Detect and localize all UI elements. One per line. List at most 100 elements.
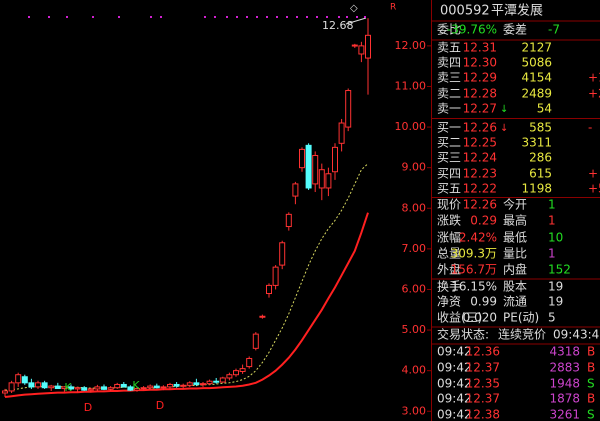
signal-dot [276,16,278,18]
candle-body [252,333,259,349]
stock-code: 000592 [440,4,490,19]
quote-cell: 量比 [503,247,527,261]
stock-name: 平潭发展 [491,3,543,19]
quote-cell: 156.7万 [451,263,497,277]
book-volume: 54 [537,102,552,116]
y-tick-label: 9.00 [402,161,427,174]
trade-side: S [587,377,595,391]
candle-body [81,387,88,391]
y-tick-label: 12.00 [395,39,427,52]
candle-body [338,122,345,144]
quote-cell: 309.3万 [451,247,497,261]
trade-side: B [587,361,595,375]
book-volume: 615 [529,167,552,181]
signal-dot [338,16,340,18]
candle-body [365,34,371,59]
quote-cell: 1 [548,247,556,261]
quote-cell: 0.99 [470,295,497,309]
quote-cell: 19 [548,295,563,309]
candle-body [305,144,312,189]
candle-body [279,242,286,266]
candle-body [114,383,121,389]
candle-body [21,376,28,384]
trade-time: 09:42 [437,361,472,375]
quote-cell: 1 [548,198,556,212]
candle-body [206,380,213,385]
quote-cell: 最低 [503,231,527,245]
book-change: - [588,121,592,135]
signal-annotation: D [156,399,164,412]
quote-cell: 12.26 [463,198,497,212]
quote-cell: 1 [548,214,556,228]
signal-dot [316,16,318,18]
signal-dot [118,16,120,18]
quote-cell: 股本 [503,280,527,294]
trade-time: 09:42 [437,345,472,359]
trade-price: 12.36 [466,345,500,359]
book-label: 买二 [437,136,461,150]
trade-volume: 1948 [549,377,580,391]
book-arrow: ↓ [500,123,508,134]
book-volume: 286 [529,151,552,165]
book-volume: 4154 [521,71,552,85]
quote-cell: 现价 [437,198,461,212]
candle-body [8,382,15,392]
candle-body [180,384,187,387]
signal-annotation: K [64,381,72,394]
quote-cell: 收益(三) [437,311,482,325]
candle-body [153,385,160,389]
status-label: 交易状态: [437,327,489,342]
quote-cell: 10 [548,231,563,245]
marker: R [390,3,396,13]
diamond-icon: ◇ [350,3,358,14]
book-price: 12.23 [463,167,497,181]
signal-dot [326,16,328,18]
quote-cell: 总量 [437,247,461,261]
signal-dot [28,16,30,18]
candle-body [246,357,253,368]
candle-body [351,44,358,47]
trade-price: 12.38 [466,408,500,421]
y-tick-label: 4.00 [402,364,427,377]
signal-dot [246,16,248,18]
candle-body [226,374,233,379]
book-price: 12.24 [463,151,497,165]
y-tick-label: 8.00 [402,201,427,214]
quote-cell: 外盘 [437,262,461,277]
trade-time: 09:42 [437,392,472,406]
candle-body [345,90,352,128]
y-tick-label: 6.00 [402,282,427,295]
candle-body [134,388,140,391]
book-price: 12.22 [463,182,497,196]
book-price: 12.25 [463,136,497,150]
candle-body [127,386,134,391]
quote-cell: 2.42% [459,231,497,245]
trade-side: B [587,345,595,359]
ratio-cell: 委比 [437,23,461,37]
book-label: 买一 [437,121,461,135]
trade-volume: 1878 [549,392,580,406]
book-volume: 2489 [521,87,552,101]
status-time: 09:43:45 [553,328,600,342]
candle-body [173,383,180,387]
status-value: 连续竞价 [498,327,546,342]
book-label: 买五 [437,182,461,196]
book-volume: 585 [529,121,552,135]
book-label: 买三 [437,151,461,165]
candle-body [318,169,325,189]
quote-cell: 5 [548,311,556,325]
book-volume: 5086 [521,56,552,70]
book-label: 卖一 [437,102,461,116]
book-arrow: ↓ [500,104,508,115]
signal-dot [226,16,228,18]
y-tick-label: 3.00 [402,404,427,417]
book-price: 12.26 [463,121,497,135]
candle-body [160,386,167,389]
signal-dot [364,16,366,18]
candle-body [193,382,200,385]
quote-cell: 19 [548,280,563,294]
signal-annotation: K [132,379,140,392]
candle-body [94,386,101,390]
